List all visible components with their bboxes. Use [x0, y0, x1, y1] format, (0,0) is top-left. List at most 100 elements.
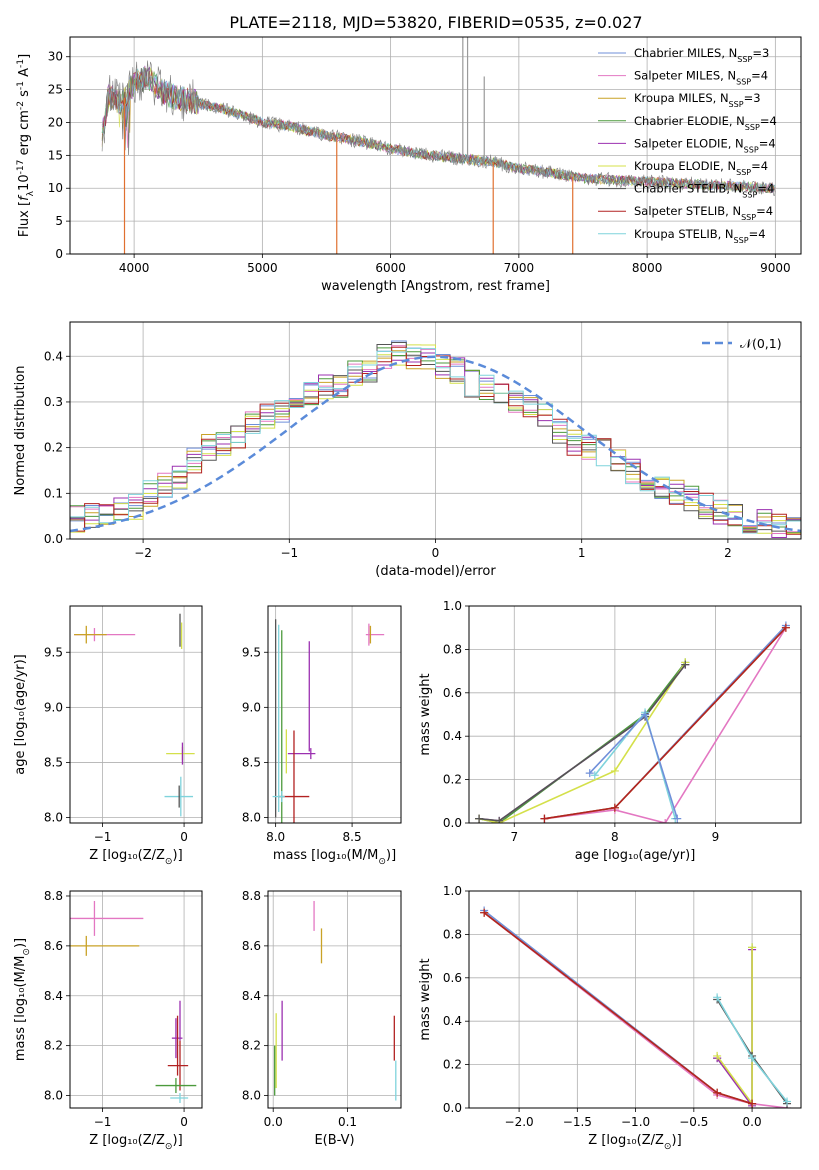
y-tick-label: 0.8	[443, 927, 462, 941]
y-tick-label: 9.5	[44, 645, 63, 659]
x-tick-label: 0.0	[743, 1115, 762, 1129]
plot-area	[74, 613, 195, 817]
y-axis-label: Normed distribution	[13, 366, 28, 496]
plot-area	[274, 900, 397, 1101]
x-tick-label: 2	[724, 546, 732, 560]
x-tick-label: −2.0	[505, 1115, 534, 1129]
legend-label: Salpeter STELIB, NSSP=4	[634, 204, 773, 222]
y-tick-label: 0	[55, 247, 63, 261]
plot-area	[475, 621, 790, 823]
y-tick-label: 0.0	[443, 816, 462, 830]
x-axis-label: Z [log₁₀(Z/Z⊙)]	[89, 848, 182, 867]
panel-mass-vs-ebv: 0.0 0.1 8.0 8.2 8.4 8.6 8.8 E(B-V)	[242, 889, 402, 1148]
weight-marker	[585, 769, 594, 778]
x-tick-label: 9	[712, 830, 720, 844]
y-tick-label: 0.6	[443, 971, 462, 985]
y-axis-label: mass weight	[418, 958, 433, 1040]
y-tick-label: 8.0	[242, 1089, 261, 1103]
data-spectrum-line	[101, 60, 776, 196]
x-axis-label: age [log₁₀(age/yr)]	[575, 848, 696, 863]
weight-marker	[781, 623, 790, 632]
y-tick-label: 0.4	[443, 1014, 462, 1028]
y-tick-label: 15	[48, 148, 63, 162]
legend-label: 𝒩(0,1)	[740, 336, 782, 351]
y-tick-label: 0.3	[44, 395, 63, 409]
x-tick-label: −1	[94, 1115, 112, 1129]
y-tick-label: 0.2	[443, 773, 462, 787]
y-tick-label: 8.8	[242, 889, 261, 903]
y-axis-label: mass [log₁₀(M/M⊙)]	[13, 938, 32, 1061]
weight-marker	[783, 1097, 792, 1106]
weight-line	[479, 664, 686, 822]
axes-frame	[69, 605, 203, 824]
legend-label: Salpeter ELODIE, NSSP=4	[634, 136, 776, 154]
weight-marker	[713, 1088, 722, 1097]
legend-label: Chabrier ELODIE, NSSP=4	[634, 114, 777, 132]
residual-legend: 𝒩(0,1)	[702, 336, 782, 351]
weight-marker	[713, 1051, 722, 1060]
plot-area	[272, 619, 385, 823]
weight-marker	[610, 766, 619, 775]
x-tick-label: 1	[578, 546, 586, 560]
weight-marker	[713, 993, 722, 1002]
weight-marker	[475, 814, 484, 823]
y-tick-label: 0.8	[443, 642, 462, 656]
axes-frame	[267, 605, 402, 824]
y-tick-label: 8.0	[44, 810, 63, 824]
y-axis-label: age [log₁₀(age/yr)]	[13, 654, 28, 775]
y-tick-label: 20	[48, 115, 63, 129]
y-tick-label: 8.5	[44, 755, 63, 769]
x-tick-label: −1.0	[621, 1115, 650, 1129]
y-tick-label: 0.1	[44, 486, 63, 500]
panel-spectrum: 4000 5000 6000 7000 8000 9000 0 5 10 15 20 25 30 wave…	[16, 36, 802, 294]
panel-weight-vs-age: 7 8 9 0.0 0.2 0.4 0.6 0.8 1.0 age [log₁₀(age/yr)]…	[418, 599, 802, 863]
y-tick-label: 0.0	[443, 1101, 462, 1115]
y-tick-label: 8.2	[242, 1039, 261, 1053]
weight-marker	[748, 943, 757, 952]
x-tick-label: 0.1	[338, 1115, 357, 1129]
legend-label: Salpeter MILES, NSSP=4	[634, 69, 768, 87]
y-tick-label: 8.0	[44, 1089, 63, 1103]
axes-frame	[69, 890, 203, 1109]
figure-title: PLATE=2118, MJD=53820, FIBERID=0535, z=0…	[229, 13, 642, 32]
y-tick-label: 0.2	[44, 441, 63, 455]
histogram-step	[70, 347, 801, 539]
y-axis-label: mass weight	[418, 673, 433, 755]
legend-label: Chabrier STELIB, NSSP=4	[634, 182, 774, 200]
y-tick-label: 8.4	[44, 989, 63, 1003]
weight-marker	[748, 1099, 757, 1108]
x-tick-label: −1	[280, 546, 298, 560]
panel-weight-vs-Z: −2.0 −1.5 −1.0 −0.5 0.0 0.0 0.2 0.4 0.6 0.8 1.0 Z […	[418, 884, 802, 1152]
y-tick-label: 0.0	[44, 532, 63, 546]
x-axis-label: (data-model)/error	[375, 564, 496, 579]
x-tick-label: 4000	[119, 261, 150, 275]
plot-area	[101, 37, 776, 254]
weight-line	[478, 661, 686, 823]
y-tick-label: 0.2	[443, 1058, 462, 1072]
y-tick-label: 8.8	[44, 889, 63, 903]
plot-area	[70, 340, 801, 539]
x-tick-label: 5000	[247, 261, 278, 275]
y-tick-label: 8.4	[242, 989, 261, 1003]
axes-frame	[267, 890, 402, 1109]
y-tick-label: 8.6	[242, 939, 261, 953]
y-axis-label: Flux [fλ10-17 erg cm-2 s-1 A-1]	[16, 54, 36, 237]
spectrum-legend: Chabrier MILES, NSSP=3 Salpeter MILES, NS…	[598, 46, 777, 244]
legend-label: Chabrier MILES, NSSP=3	[634, 46, 769, 64]
weight-marker	[495, 816, 504, 823]
y-tick-label: 1.0	[443, 884, 462, 898]
weight-marker	[661, 819, 670, 823]
x-tick-label: −0.5	[679, 1115, 708, 1129]
plot-area	[70, 900, 197, 1104]
plot-area	[480, 906, 792, 1108]
gaussian-curve	[70, 355, 801, 533]
x-axis-label: wavelength [Angstrom, rest frame]	[321, 279, 550, 294]
x-tick-label: 0	[432, 546, 440, 560]
y-tick-label: 0.4	[443, 729, 462, 743]
x-tick-label: 7000	[504, 261, 535, 275]
y-tick-label: 8.5	[242, 755, 261, 769]
weight-marker	[610, 803, 619, 812]
y-tick-label: 10	[48, 181, 63, 195]
y-tick-label: 0.6	[443, 686, 462, 700]
